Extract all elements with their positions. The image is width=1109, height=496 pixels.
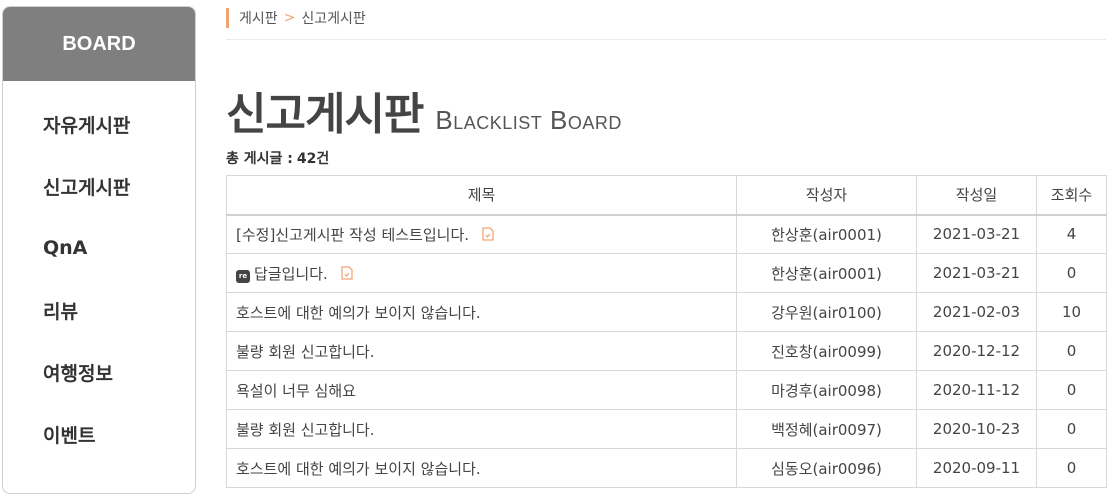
table-row: 불량 회원 신고합니다. 진호창(air0099) 2020-12-12 0 [226,331,1107,371]
sidebar-item-report-board[interactable]: 신고게시판 [43,176,131,199]
row-title-cell: 욕설이 너무 심해요 [226,370,737,410]
sidebar-menu: 자유게시판 신고게시판 QnA 리뷰 여행정보 이벤트 [3,81,195,465]
row-title-cell: [수정]신고게시판 작성 테스트입니다. [226,214,737,254]
row-author-cell: 마경후(air0098) [736,370,917,410]
title-row: 신고게시판 Blacklist Board [226,78,622,142]
table-row: 호스트에 대한 예의가 보이지 않습니다. 강우원(air0100) 2021-… [226,292,1107,332]
breadcrumb-current: 신고게시판 [301,11,366,27]
row-views-cell: 0 [1036,331,1107,371]
sidebar: BOARD 자유게시판 신고게시판 QnA 리뷰 여행정보 이벤트 [2,6,196,494]
row-views-cell: 0 [1036,448,1107,488]
sidebar-item-qna[interactable]: QnA [43,237,88,259]
sidebar-item-travel-info[interactable]: 여행정보 [43,362,113,385]
post-title-link[interactable]: 불량 회원 신고합니다. [236,342,375,361]
column-header-title: 제목 [226,175,737,216]
row-title-cell: 호스트에 대한 예의가 보이지 않습니다. [226,292,737,332]
row-author-cell: 한상훈(air0001) [736,253,917,293]
row-author-cell: 한상훈(air0001) [736,214,917,254]
row-title-cell: 호스트에 대한 예의가 보이지 않습니다. [226,448,737,488]
table-row: re 답글입니다. 한상훈(air0001) 2021-03-21 0 [226,253,1107,293]
header-divider [226,39,1106,40]
table-header-row: 제목 작성자 작성일 조회수 [226,175,1107,216]
row-date-cell: 2021-02-03 [916,292,1037,332]
attachment-file-icon [482,227,494,241]
row-date-cell: 2021-03-21 [916,253,1037,293]
table-row: 호스트에 대한 예의가 보이지 않습니다. 심동오(air0096) 2020-… [226,448,1107,488]
row-date-cell: 2020-12-12 [916,331,1037,371]
row-author-cell: 심동오(air0096) [736,448,917,488]
row-title-cell: 불량 회원 신고합니다. [226,331,737,371]
row-date-cell: 2020-11-12 [916,370,1037,410]
table-row: [수정]신고게시판 작성 테스트입니다. 한상훈(air0001) 2021-0… [226,214,1107,254]
column-header-date: 작성일 [916,175,1037,216]
breadcrumb: 게시판 > 신고게시판 [226,8,366,28]
table-row: 불량 회원 신고합니다. 백정혜(air0097) 2020-10-23 0 [226,409,1107,449]
post-title-link[interactable]: 불량 회원 신고합니다. [236,420,375,439]
board-table: 제목 작성자 작성일 조회수 [수정]신고게시판 작성 테스트입니다. 한상훈(… [226,175,1107,488]
main-content: 게시판 > 신고게시판 신고게시판 Blacklist Board 총 게시글 … [226,0,1107,496]
row-title-cell: re 답글입니다. [226,253,737,293]
row-views-cell: 0 [1036,253,1107,293]
post-title-link[interactable]: 욕설이 너무 심해요 [236,381,356,400]
row-date-cell: 2020-09-11 [916,448,1037,488]
row-date-cell: 2021-03-21 [916,214,1037,254]
sidebar-item-review[interactable]: 리뷰 [43,300,78,323]
column-header-author: 작성자 [736,175,917,216]
page-title: 신고게시판 [226,89,424,140]
post-title-link[interactable]: 호스트에 대한 예의가 보이지 않습니다. [236,303,481,322]
row-date-cell: 2020-10-23 [916,409,1037,449]
sidebar-item-event[interactable]: 이벤트 [43,424,96,447]
page-subtitle: Blacklist Board [435,105,622,135]
post-count: 총 게시글 :42건 [226,148,329,168]
breadcrumb-home[interactable]: 게시판 [239,11,278,27]
sidebar-header: BOARD [3,7,195,81]
row-views-cell: 0 [1036,409,1107,449]
row-views-cell: 10 [1036,292,1107,332]
post-title-link[interactable]: 호스트에 대한 예의가 보이지 않습니다. [236,459,481,478]
row-author-cell: 백정혜(air0097) [736,409,917,449]
row-author-cell: 강우원(air0100) [736,292,917,332]
row-author-cell: 진호창(air0099) [736,331,917,371]
column-header-views: 조회수 [1036,175,1107,216]
post-title-link[interactable]: [수정]신고게시판 작성 테스트입니다. [236,225,470,244]
row-views-cell: 4 [1036,214,1107,254]
sidebar-item-free-board[interactable]: 자유게시판 [43,114,131,137]
post-title-link[interactable]: 답글입니다. [254,264,328,283]
reply-icon: re [236,269,250,283]
table-row: 욕설이 너무 심해요 마경후(air0098) 2020-11-12 0 [226,370,1107,410]
row-title-cell: 불량 회원 신고합니다. [226,409,737,449]
breadcrumb-separator: > [283,10,296,26]
post-count-label: 총 게시글 : [226,151,293,167]
post-count-value: 42건 [296,151,330,167]
row-views-cell: 0 [1036,370,1107,410]
attachment-file-icon [340,265,353,280]
